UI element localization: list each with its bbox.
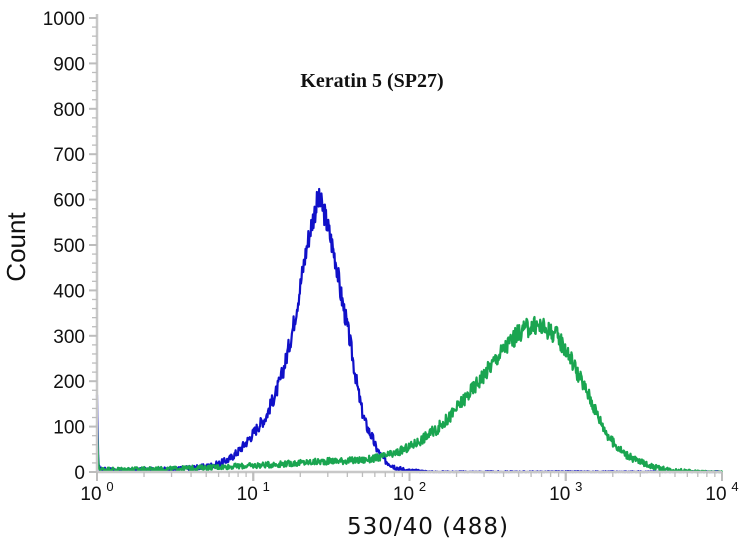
- ticks: [89, 17, 723, 481]
- x-tick-exponent: 2: [419, 479, 426, 494]
- y-axis-label: Count: [1, 212, 31, 282]
- series-lines: [95, 187, 723, 474]
- y-tick-label: 500: [53, 236, 85, 257]
- y-tick-label: 900: [53, 54, 85, 75]
- series-line-0: [95, 187, 723, 474]
- y-tick-label: 300: [53, 327, 85, 348]
- y-tick-label: 0: [74, 463, 85, 484]
- x-tick-exponent: 3: [575, 479, 582, 494]
- x-tick-exponent: 0: [106, 479, 113, 494]
- y-tick-label: 800: [53, 100, 85, 121]
- y-tick-label: 200: [53, 372, 85, 393]
- x-tick-label: 10: [393, 484, 414, 505]
- y-tick-label: 100: [53, 418, 85, 439]
- x-tick-label: 10: [705, 484, 726, 505]
- x-tick-label: 10: [80, 484, 101, 505]
- y-tick-label: 1000: [43, 9, 85, 30]
- x-tick-exponent: 4: [731, 479, 738, 494]
- x-tick-exponent: 1: [263, 479, 270, 494]
- series-line-1: [95, 315, 723, 474]
- x-tick-label: 10: [549, 484, 570, 505]
- y-tick-label: 400: [53, 281, 85, 302]
- x-tick-label: 10: [237, 484, 258, 505]
- chart-title: Keratin 5 (SP27): [300, 70, 443, 92]
- y-tick-label: 700: [53, 145, 85, 166]
- y-tick-label: 600: [53, 191, 85, 212]
- x-axis-label: 530/40 (488): [347, 514, 509, 540]
